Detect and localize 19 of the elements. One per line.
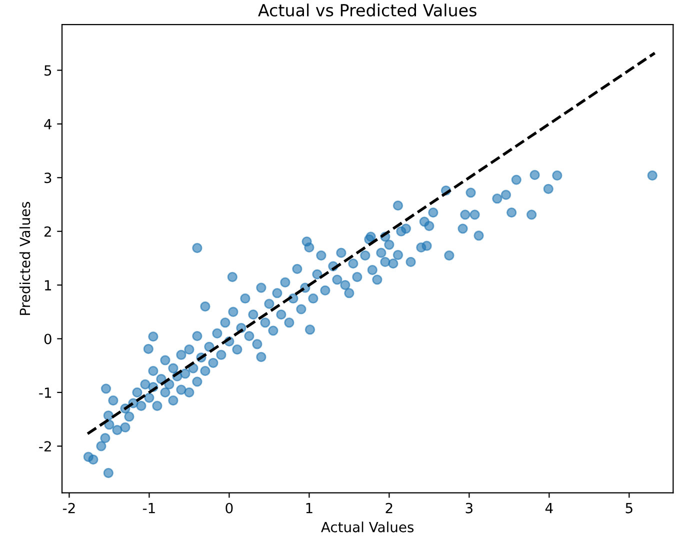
x-axis-title: Actual Values bbox=[321, 522, 414, 532]
x-tick-label: 1 bbox=[306, 502, 312, 514]
y-tick-label: 2 bbox=[44, 226, 51, 237]
chart-title: Actual vs Predicted Values bbox=[258, 4, 476, 17]
x-tick-label: 3 bbox=[466, 502, 472, 514]
y-tick-label: 3 bbox=[44, 172, 52, 184]
y-tick-label: -2 bbox=[39, 441, 51, 452]
x-tick-label: -2 bbox=[62, 502, 75, 514]
y-tick-label: -1 bbox=[39, 388, 52, 398]
y-tick-label: 0 bbox=[44, 334, 52, 344]
y-tick-label: 4 bbox=[44, 119, 52, 130]
y-tick-label: 1 bbox=[44, 280, 52, 290]
x-tick-label: 2 bbox=[386, 502, 392, 514]
x-tick-label: 4 bbox=[545, 502, 553, 514]
x-tick-label: 5 bbox=[626, 502, 632, 514]
x-tick-label: -1 bbox=[142, 502, 155, 514]
y-axis-title: Predicted Values bbox=[19, 202, 30, 315]
x-tick-label: 0 bbox=[226, 502, 233, 514]
y-tick-label: 5 bbox=[44, 65, 52, 76]
